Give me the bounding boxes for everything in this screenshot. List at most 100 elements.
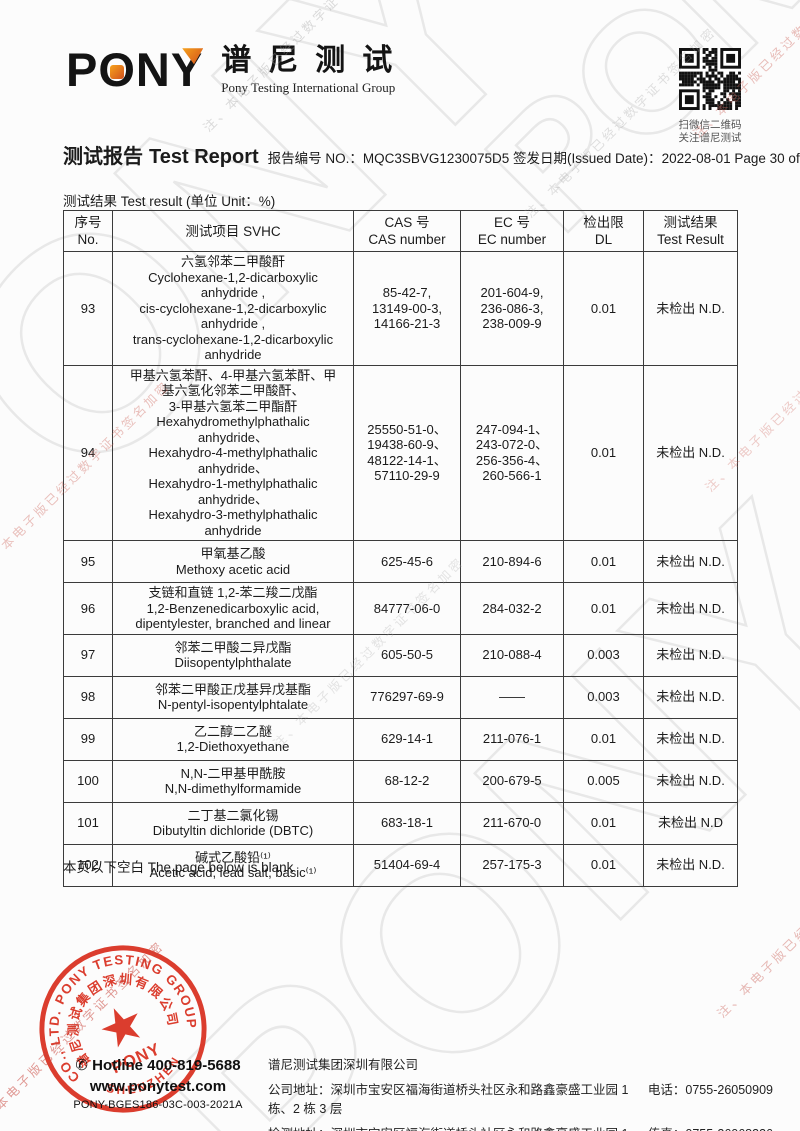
fax-value: 0755-26068336 bbox=[685, 1127, 773, 1131]
addr2-value: 深圳市宝安区福海街道桥头社区永和路鑫豪盛工业园 1 栋、2 栋 3 层 bbox=[268, 1127, 629, 1131]
cell-no: 100 bbox=[63, 759, 113, 803]
cell-cas: 85-42-7, 13149-00-3, 14166-21-3 bbox=[353, 251, 461, 366]
company-name: 谱尼测试集团深圳有限公司 bbox=[268, 1058, 419, 1072]
table-header-row: 序号 No. 测试项目 SVHC CAS 号 CAS number EC 号 E… bbox=[63, 210, 738, 252]
seal-star bbox=[101, 1008, 141, 1048]
cell-no: 93 bbox=[63, 251, 113, 366]
testing-address: 检测地址：深圳市宝安区福海街道桥头社区永和路鑫豪盛工业园 1 栋、2 栋 3 层 bbox=[268, 1123, 642, 1131]
table-row: 96 支链和直链 1,2-苯二羧二戊酯 1,2-Benzenedicarboxy… bbox=[63, 582, 738, 635]
cell-cas: 629-14-1 bbox=[353, 717, 461, 761]
cell-dl: 0.003 bbox=[563, 633, 644, 677]
report-title-cn: 测试报告 bbox=[63, 146, 143, 168]
fax-contact: 传真：0755-26068336 bbox=[648, 1123, 773, 1131]
cell-no: 97 bbox=[63, 633, 113, 677]
cell-ec: 247-094-1、 243-072-0、 256-356-4、 260-566… bbox=[460, 364, 564, 541]
cell-no: 94 bbox=[63, 364, 113, 541]
addr1-value: 深圳市宝安区福海街道桥头社区永和路鑫豪盛工业园 1 栋、2 栋 3 层 bbox=[268, 1083, 629, 1116]
cell-ec: 201-604-9, 236-086-3, 238-009-9 bbox=[460, 251, 564, 366]
table-row: 98 邻苯二甲酸正戊基异戊基酯 N-pentyl-isopentylphtala… bbox=[63, 675, 738, 719]
hotline-line: ✆ Hotline 400-819-5688 bbox=[50, 1056, 266, 1074]
hotline-block: ✆ Hotline 400-819-5688 www.ponytest.com … bbox=[50, 1056, 266, 1111]
col-header-ec: EC 号 EC number bbox=[460, 210, 564, 252]
qr-caption-line1: 扫微信二维码 bbox=[678, 119, 742, 131]
table-row: 102 碱式乙酸铅⁽¹⁾ Acetic acid, lead salt, bas… bbox=[63, 843, 738, 887]
cell-ec: 284-032-2 bbox=[460, 582, 564, 635]
cell-result: 未检出 N.D. bbox=[643, 582, 738, 635]
cell-no: 96 bbox=[63, 582, 113, 635]
phone-icon: ✆ bbox=[75, 1057, 88, 1074]
cell-dl: 0.01 bbox=[563, 251, 644, 366]
cell-no: 95 bbox=[63, 540, 113, 583]
logo-english-name: Pony Testing International Group bbox=[221, 79, 396, 95]
test-result-table: 序号 No. 测试项目 SVHC CAS 号 CAS number EC 号 E… bbox=[63, 210, 738, 887]
tel-label: 电话： bbox=[647, 1083, 686, 1097]
blank-page-note: 本页以下空白 The page below is blank bbox=[63, 860, 294, 875]
cell-result: 未检出 N.D. bbox=[643, 540, 738, 583]
cell-dl: 0.01 bbox=[563, 717, 644, 761]
col-header-dl: 检出限 DL bbox=[563, 210, 644, 252]
cell-cas: 51404-69-4 bbox=[353, 843, 461, 887]
logo-text-block: 谱尼测试 Pony Testing International Group bbox=[221, 44, 409, 96]
cell-item: 邻苯二甲酸正戊基异戊基酯 N-pentyl-isopentylphtalate bbox=[112, 675, 354, 719]
cell-dl: 0.01 bbox=[563, 582, 644, 635]
cell-ec: 210-894-6 bbox=[460, 540, 564, 583]
cell-dl: 0.005 bbox=[563, 759, 644, 803]
section-label: 测试结果 Test result (单位 Unit：%) bbox=[63, 194, 276, 209]
qr-caption: 扫微信二维码 关注谱尼测试 bbox=[676, 119, 744, 145]
cell-result: 未检出 N.D bbox=[643, 801, 738, 845]
tel-value: 0755-26050909 bbox=[685, 1083, 773, 1097]
website-link: www.ponytest.com bbox=[89, 1078, 227, 1095]
cell-dl: 0.003 bbox=[563, 675, 644, 719]
cell-ec: 211-670-0 bbox=[460, 801, 564, 845]
col-header-cas: CAS 号 CAS number bbox=[353, 210, 461, 252]
cell-item: 邻苯二甲酸二异戊酯 Diisopentylphthalate bbox=[112, 633, 354, 677]
cell-no: 99 bbox=[63, 717, 113, 761]
report-title-en: Test Report bbox=[149, 146, 259, 168]
logo-letter: Y bbox=[170, 43, 204, 97]
cell-cas: 84777-06-0 bbox=[353, 582, 461, 635]
cell-cas: 68-12-2 bbox=[353, 759, 461, 803]
page-indicator: Page 30 of 50 bbox=[734, 151, 800, 166]
cell-dl: 0.01 bbox=[563, 843, 644, 887]
cell-cas: 605-50-5 bbox=[353, 633, 461, 677]
table-row: 95 甲氧基乙酸 Methoxy acetic acid 625-45-6 21… bbox=[63, 540, 738, 583]
report-no-label: 报告编号 NO.： bbox=[267, 151, 363, 166]
cell-ec: 211-076-1 bbox=[460, 717, 564, 761]
addr2-label: 检测地址： bbox=[268, 1127, 331, 1131]
cell-cas: 625-45-6 bbox=[353, 540, 461, 583]
document-code: PONY-BGES186-03C-003-2021A bbox=[73, 1099, 243, 1111]
cell-result: 未检出 N.D. bbox=[643, 364, 738, 541]
table-row: 94 甲基六氢苯酐、4-甲基六氢苯酐、甲 基六氢化邻苯二甲酸酐、 3-甲基六氢苯… bbox=[63, 364, 738, 541]
cell-item: N,N-二甲基甲酰胺 N,N-dimethylformamide bbox=[112, 759, 354, 803]
table-row: 101 二丁基二氯化锡 Dibutyltin dichloride (DBTC)… bbox=[63, 801, 738, 845]
cell-cas: 25550-51-0、 19438-60-9、 48122-14-1、 5711… bbox=[353, 364, 461, 541]
table-row: 99 乙二醇二乙醚 1,2-Diethoxyethane 629-14-1 21… bbox=[63, 717, 738, 761]
cell-ec: 257-175-3 bbox=[460, 843, 564, 887]
cell-result: 未检出 N.D. bbox=[643, 675, 738, 719]
addr1-label: 公司地址： bbox=[268, 1083, 331, 1097]
col-header-no: 序号 No. bbox=[63, 210, 113, 252]
logo-letter: N bbox=[135, 43, 171, 97]
company-address: 公司地址：深圳市宝安区福海街道桥头社区永和路鑫豪盛工业园 1 栋、2 栋 3 层 bbox=[268, 1079, 642, 1117]
cell-item: 乙二醇二乙醚 1,2-Diethoxyethane bbox=[112, 717, 354, 761]
cell-item: 二丁基二氯化锡 Dibutyltin dichloride (DBTC) bbox=[112, 801, 354, 845]
report-no-value: MQC3SBVG1230075D5 bbox=[362, 151, 510, 166]
cell-ec: 210-088-4 bbox=[460, 633, 564, 677]
issue-date-label: 签发日期(Issued Date)： bbox=[513, 151, 662, 166]
cell-cas: 683-18-1 bbox=[353, 801, 461, 845]
hotline-number: Hotline 400-819-5688 bbox=[92, 1057, 241, 1074]
cell-dl: 0.01 bbox=[563, 540, 644, 583]
cell-result: 未检出 N.D. bbox=[643, 843, 738, 887]
cell-ec: 200-679-5 bbox=[460, 759, 564, 803]
company-address-row: 公司地址：深圳市宝安区福海街道桥头社区永和路鑫豪盛工业园 1 栋、2 栋 3 层… bbox=[268, 1079, 773, 1117]
cell-result: 未检出 N.D. bbox=[643, 759, 738, 803]
cell-item: 碱式乙酸铅⁽¹⁾ Acetic acid, lead salt, basic⁽¹… bbox=[112, 843, 354, 887]
cell-result: 未检出 N.D. bbox=[643, 717, 738, 761]
company-info-block: 谱尼测试集团深圳有限公司 公司地址：深圳市宝安区福海街道桥头社区永和路鑫豪盛工业… bbox=[268, 1054, 773, 1131]
report-meta: 报告编号 NO.：MQC3SBVG1230075D5 签发日期(Issued D… bbox=[268, 151, 800, 166]
cell-dl: 0.01 bbox=[563, 801, 644, 845]
cell-item: 甲基六氢苯酐、4-甲基六氢苯酐、甲 基六氢化邻苯二甲酸酐、 3-甲基六氢苯二甲酯… bbox=[112, 364, 354, 541]
cell-no: 98 bbox=[63, 675, 113, 719]
